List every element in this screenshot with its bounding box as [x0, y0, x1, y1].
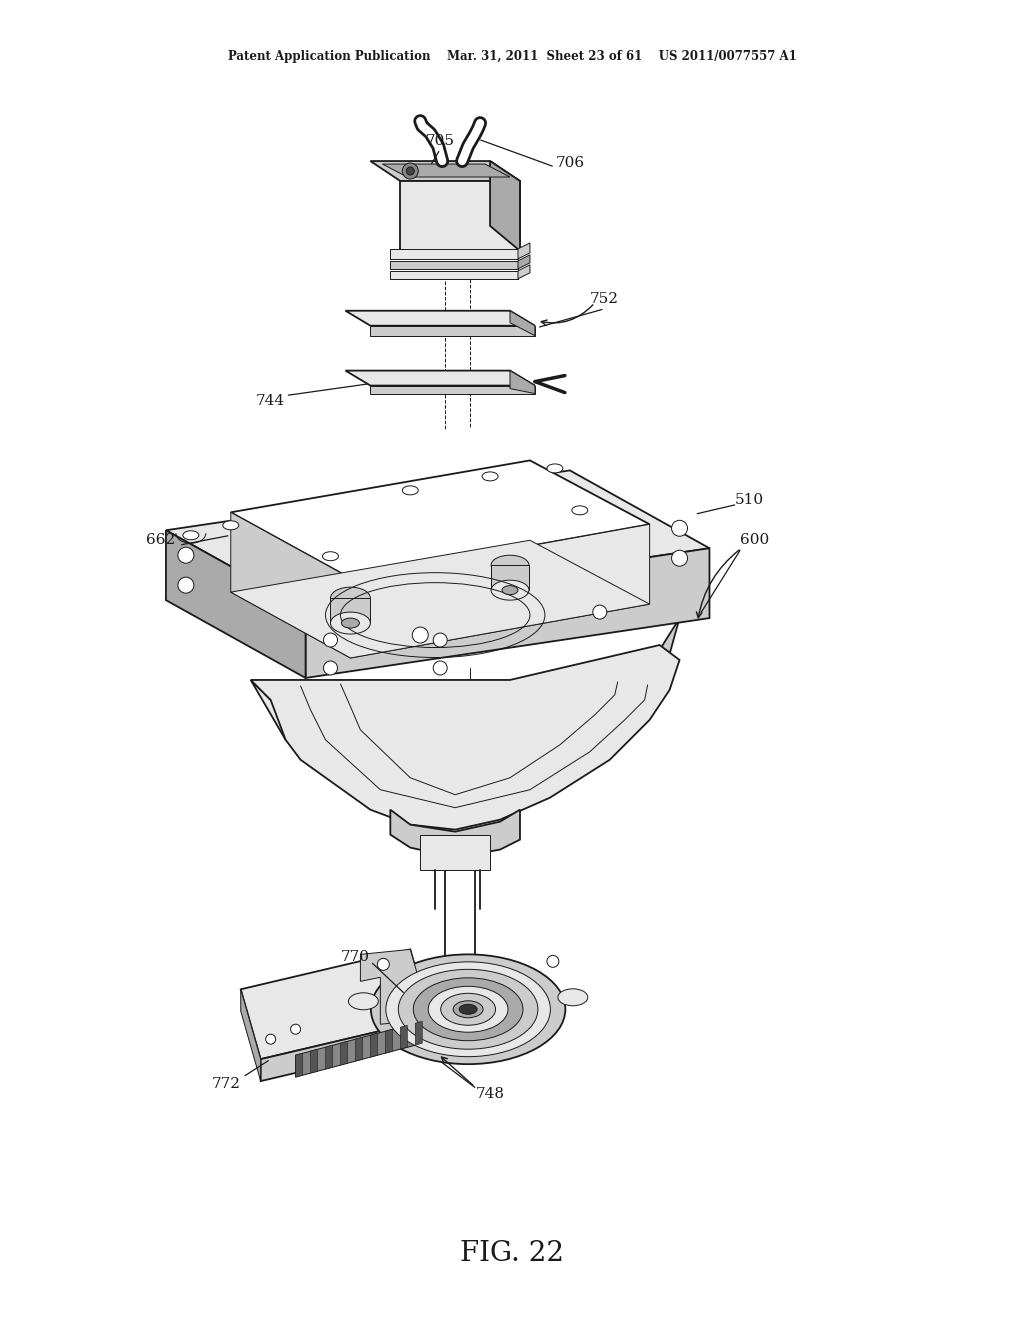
- Polygon shape: [345, 371, 535, 385]
- Polygon shape: [230, 512, 350, 657]
- Text: 744: 744: [256, 393, 286, 408]
- Text: 770: 770: [341, 950, 370, 965]
- Polygon shape: [390, 271, 518, 279]
- Text: 510: 510: [735, 494, 764, 507]
- Polygon shape: [490, 161, 520, 251]
- Polygon shape: [355, 1038, 362, 1061]
- Ellipse shape: [331, 612, 371, 634]
- Circle shape: [402, 164, 418, 180]
- Text: 706: 706: [555, 156, 585, 170]
- Polygon shape: [400, 1026, 408, 1049]
- Polygon shape: [518, 243, 530, 259]
- Text: 600: 600: [739, 533, 769, 548]
- Text: FIG. 22: FIG. 22: [460, 1241, 564, 1267]
- Polygon shape: [345, 310, 535, 326]
- Ellipse shape: [223, 521, 239, 529]
- Polygon shape: [360, 949, 430, 1024]
- Ellipse shape: [440, 993, 496, 1026]
- Polygon shape: [296, 1053, 302, 1077]
- Text: 748: 748: [475, 1088, 505, 1101]
- Polygon shape: [241, 949, 430, 1059]
- Ellipse shape: [482, 471, 498, 480]
- Ellipse shape: [371, 954, 565, 1064]
- Circle shape: [433, 634, 447, 647]
- Ellipse shape: [428, 986, 508, 1032]
- Polygon shape: [420, 834, 490, 870]
- Circle shape: [324, 634, 338, 647]
- Ellipse shape: [323, 552, 339, 561]
- Ellipse shape: [341, 618, 359, 628]
- Polygon shape: [305, 548, 710, 678]
- Polygon shape: [371, 385, 535, 393]
- Circle shape: [672, 550, 687, 566]
- Polygon shape: [480, 618, 680, 820]
- Polygon shape: [371, 161, 520, 181]
- Text: Patent Application Publication    Mar. 31, 2011  Sheet 23 of 61    US 2011/00775: Patent Application Publication Mar. 31, …: [227, 50, 797, 63]
- Polygon shape: [371, 326, 535, 335]
- Ellipse shape: [183, 531, 199, 540]
- Polygon shape: [261, 1019, 430, 1081]
- Polygon shape: [331, 598, 371, 623]
- Ellipse shape: [492, 556, 529, 576]
- Polygon shape: [251, 645, 680, 830]
- Polygon shape: [390, 261, 518, 269]
- Polygon shape: [492, 565, 529, 590]
- Polygon shape: [310, 1049, 317, 1073]
- Text: 752: 752: [590, 292, 620, 306]
- Circle shape: [291, 1024, 301, 1034]
- Circle shape: [547, 956, 559, 968]
- Ellipse shape: [414, 978, 523, 1040]
- Ellipse shape: [547, 463, 563, 473]
- Ellipse shape: [386, 962, 550, 1057]
- Ellipse shape: [398, 969, 538, 1049]
- Circle shape: [407, 168, 415, 176]
- Polygon shape: [371, 1034, 378, 1057]
- Polygon shape: [350, 524, 649, 657]
- Polygon shape: [416, 1022, 422, 1045]
- Circle shape: [413, 627, 428, 643]
- Polygon shape: [400, 181, 520, 251]
- Ellipse shape: [454, 1001, 483, 1018]
- Ellipse shape: [492, 581, 529, 601]
- Polygon shape: [166, 531, 305, 678]
- Text: 705: 705: [426, 135, 455, 148]
- Circle shape: [178, 577, 194, 593]
- Ellipse shape: [459, 1005, 477, 1014]
- Polygon shape: [510, 310, 535, 335]
- Circle shape: [378, 958, 389, 970]
- Polygon shape: [241, 989, 261, 1081]
- Polygon shape: [326, 1045, 333, 1069]
- Ellipse shape: [402, 486, 418, 495]
- Polygon shape: [518, 255, 530, 269]
- Polygon shape: [230, 461, 649, 578]
- Circle shape: [672, 520, 687, 536]
- Text: 662: 662: [146, 533, 175, 548]
- Polygon shape: [518, 265, 530, 279]
- Polygon shape: [510, 371, 535, 393]
- Polygon shape: [382, 164, 510, 177]
- Ellipse shape: [558, 989, 588, 1006]
- Polygon shape: [390, 249, 518, 259]
- Polygon shape: [385, 1030, 392, 1053]
- Ellipse shape: [331, 587, 371, 609]
- Circle shape: [593, 605, 607, 619]
- Circle shape: [324, 661, 338, 675]
- Polygon shape: [296, 1019, 430, 1077]
- Ellipse shape: [502, 586, 518, 594]
- Polygon shape: [251, 680, 430, 820]
- Ellipse shape: [571, 506, 588, 515]
- Polygon shape: [340, 1041, 347, 1065]
- Circle shape: [265, 1034, 275, 1044]
- Circle shape: [178, 548, 194, 564]
- Polygon shape: [166, 470, 710, 609]
- Polygon shape: [230, 540, 649, 657]
- Polygon shape: [390, 809, 520, 858]
- Text: 772: 772: [211, 1077, 241, 1092]
- Circle shape: [433, 661, 447, 675]
- Ellipse shape: [348, 993, 378, 1010]
